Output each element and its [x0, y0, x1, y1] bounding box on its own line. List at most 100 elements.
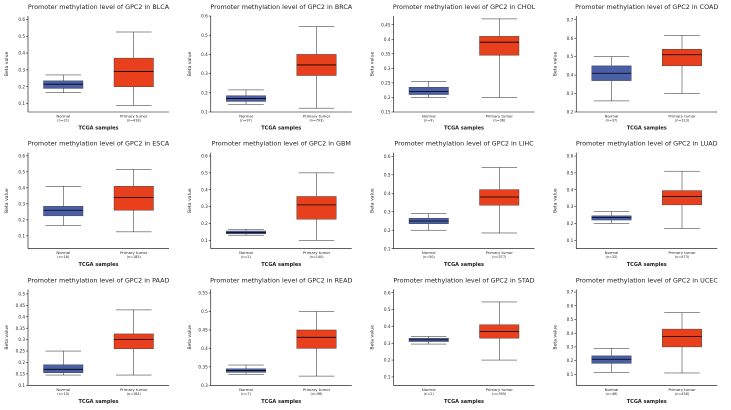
x-axis-label: TCGA samples	[627, 399, 667, 405]
normal-sample-count: (n=97)	[240, 119, 253, 123]
tumor-sample-count: (n=438)	[675, 392, 690, 396]
normal-sample-count: (n=2)	[241, 255, 251, 259]
y-tick-label: 0.6	[18, 153, 25, 158]
y-tick-label: 0.3	[201, 204, 208, 209]
chart-panel: Promoter methylation level of GPC2 in BL…	[4, 3, 170, 132]
normal-sample-count: (n=50)	[423, 255, 436, 259]
tumor-sample-count: (n=418)	[127, 119, 142, 123]
tumor-box	[296, 196, 337, 220]
chart-panel: Promoter methylation level of GPC2 in GB…	[187, 140, 352, 268]
chart-title: Promoter methylation level of GPC2 in GB…	[212, 140, 351, 148]
tumor-category-label: Primary tumor	[486, 250, 514, 255]
y-tick-label: 0.5	[18, 169, 25, 174]
y-tick-label: 0.35	[198, 364, 208, 369]
normal-box	[591, 215, 632, 221]
normal-sample-count: (n=37)	[606, 119, 619, 123]
tumor-category-label: Primary tumor	[303, 250, 331, 255]
chart-panel: Promoter methylation level of GPC2 in RE…	[187, 276, 353, 405]
tumor-box	[113, 333, 154, 349]
y-tick-label: 0.3	[18, 337, 25, 342]
normal-sample-count: (n=2)	[424, 392, 434, 396]
y-tick-label: 0.4	[567, 187, 574, 192]
y-tick-label: 0.6	[18, 17, 25, 22]
normal-category-label: Normal	[239, 250, 253, 255]
x-axis-label: TCGA samples	[627, 262, 667, 268]
chart-title: Promoter methylation level of GPC2 in CH…	[393, 3, 536, 11]
y-tick-label: 0.6	[567, 154, 574, 159]
y-axis-label: Beta value	[187, 52, 193, 77]
tumor-sample-count: (n=377)	[492, 255, 507, 259]
tumor-sample-count: (n=395)	[492, 392, 507, 396]
normal-category-label: Normal	[422, 387, 436, 392]
y-tick-label: 0.6	[201, 154, 208, 159]
x-axis-label: TCGA samples	[261, 399, 301, 405]
y-tick-label: 0.15	[381, 110, 391, 115]
chart-title: Promoter methylation level of GPC2 in PA…	[28, 276, 170, 284]
chart-panel: Promoter methylation level of GPC2 in ES…	[4, 140, 170, 268]
chart-panel: Promoter methylation level of GPC2 in LU…	[552, 140, 717, 268]
y-axis-label: Beta value	[552, 325, 558, 350]
normal-category-label: Normal	[56, 114, 70, 119]
y-tick-label: 0.6	[384, 290, 391, 295]
y-tick-label: 0.2	[18, 217, 25, 222]
y-axis-label: Beta value	[552, 188, 558, 213]
y-tick-label: 0.35	[381, 51, 391, 56]
tumor-box	[113, 186, 154, 211]
chart-title: Promoter methylation level of GPC2 in ST…	[393, 276, 534, 284]
y-tick-label: 0.3	[18, 67, 25, 72]
y-tick-label: 0.3	[201, 383, 208, 388]
y-tick-label: 0.2	[18, 360, 25, 365]
normal-box	[43, 80, 84, 89]
y-tick-label: 0.1	[18, 101, 25, 106]
y-tick-label: 0.4	[18, 314, 25, 319]
y-tick-label: 0.5	[384, 172, 391, 177]
chart-title: Promoter methylation level of GPC2 in UC…	[576, 276, 719, 284]
tumor-category-label: Primary tumor	[120, 114, 148, 119]
tumor-sample-count: (n=185)	[127, 255, 142, 259]
y-tick-label: 0.4	[384, 37, 391, 42]
y-axis-label: Beta value	[4, 52, 10, 77]
y-tick-label: 0.4	[567, 73, 574, 78]
normal-sample-count: (n=21)	[57, 119, 70, 123]
y-tick-label: 0.1	[384, 246, 391, 251]
normal-sample-count: (n=32)	[606, 255, 619, 259]
normal-category-label: Normal	[605, 387, 619, 392]
y-tick-label: 0.5	[18, 292, 25, 297]
y-tick-label: 0.6	[567, 36, 574, 41]
normal-sample-count: (n=7)	[241, 392, 251, 396]
normal-category-label: Normal	[422, 250, 436, 255]
chart-title: Promoter methylation level of GPC2 in BR…	[210, 3, 352, 11]
y-tick-label: 0.1	[567, 238, 574, 243]
y-tick-label: 0.6	[201, 14, 208, 19]
y-tick-label: 0.3	[567, 345, 574, 350]
y-tick-label: 0.3	[567, 204, 574, 209]
y-axis-label: Beta value	[370, 52, 376, 77]
normal-category-label: Normal	[56, 250, 70, 255]
y-tick-label: 0.1	[201, 238, 208, 243]
y-tick-label: 0.6	[567, 303, 574, 308]
y-tick-label: 0.7	[567, 290, 574, 295]
y-tick-label: 0.1	[18, 233, 25, 238]
x-axis-label: TCGA samples	[627, 126, 667, 132]
normal-box	[43, 364, 84, 373]
normal-sample-count: (n=46)	[606, 392, 619, 396]
normal-category-label: Normal	[422, 114, 436, 119]
y-tick-label: 0.4	[384, 324, 391, 329]
y-tick-label: 0.15	[16, 372, 26, 377]
tumor-category-label: Primary tumor	[303, 387, 331, 392]
y-tick-label: 0.55	[198, 291, 208, 296]
tumor-sample-count: (n=140)	[309, 255, 324, 259]
x-axis-label: TCGA samples	[444, 399, 484, 405]
y-tick-label: 0.45	[198, 328, 208, 333]
chart-title: Promoter methylation level of GPC2 in BL…	[28, 3, 170, 11]
tumor-sample-count: (n=793)	[309, 119, 324, 123]
x-axis-label: TCGA samples	[444, 262, 484, 268]
normal-category-label: Normal	[239, 387, 253, 392]
tumor-box	[662, 328, 702, 348]
y-tick-label: 0.2	[567, 221, 574, 226]
y-tick-label: 0.4	[201, 52, 208, 57]
chart-panel: Promoter methylation level of GPC2 in LI…	[370, 140, 535, 268]
tumor-box	[662, 49, 702, 67]
y-tick-label: 0.2	[201, 90, 208, 95]
tumor-category-label: Primary tumor	[303, 114, 331, 119]
